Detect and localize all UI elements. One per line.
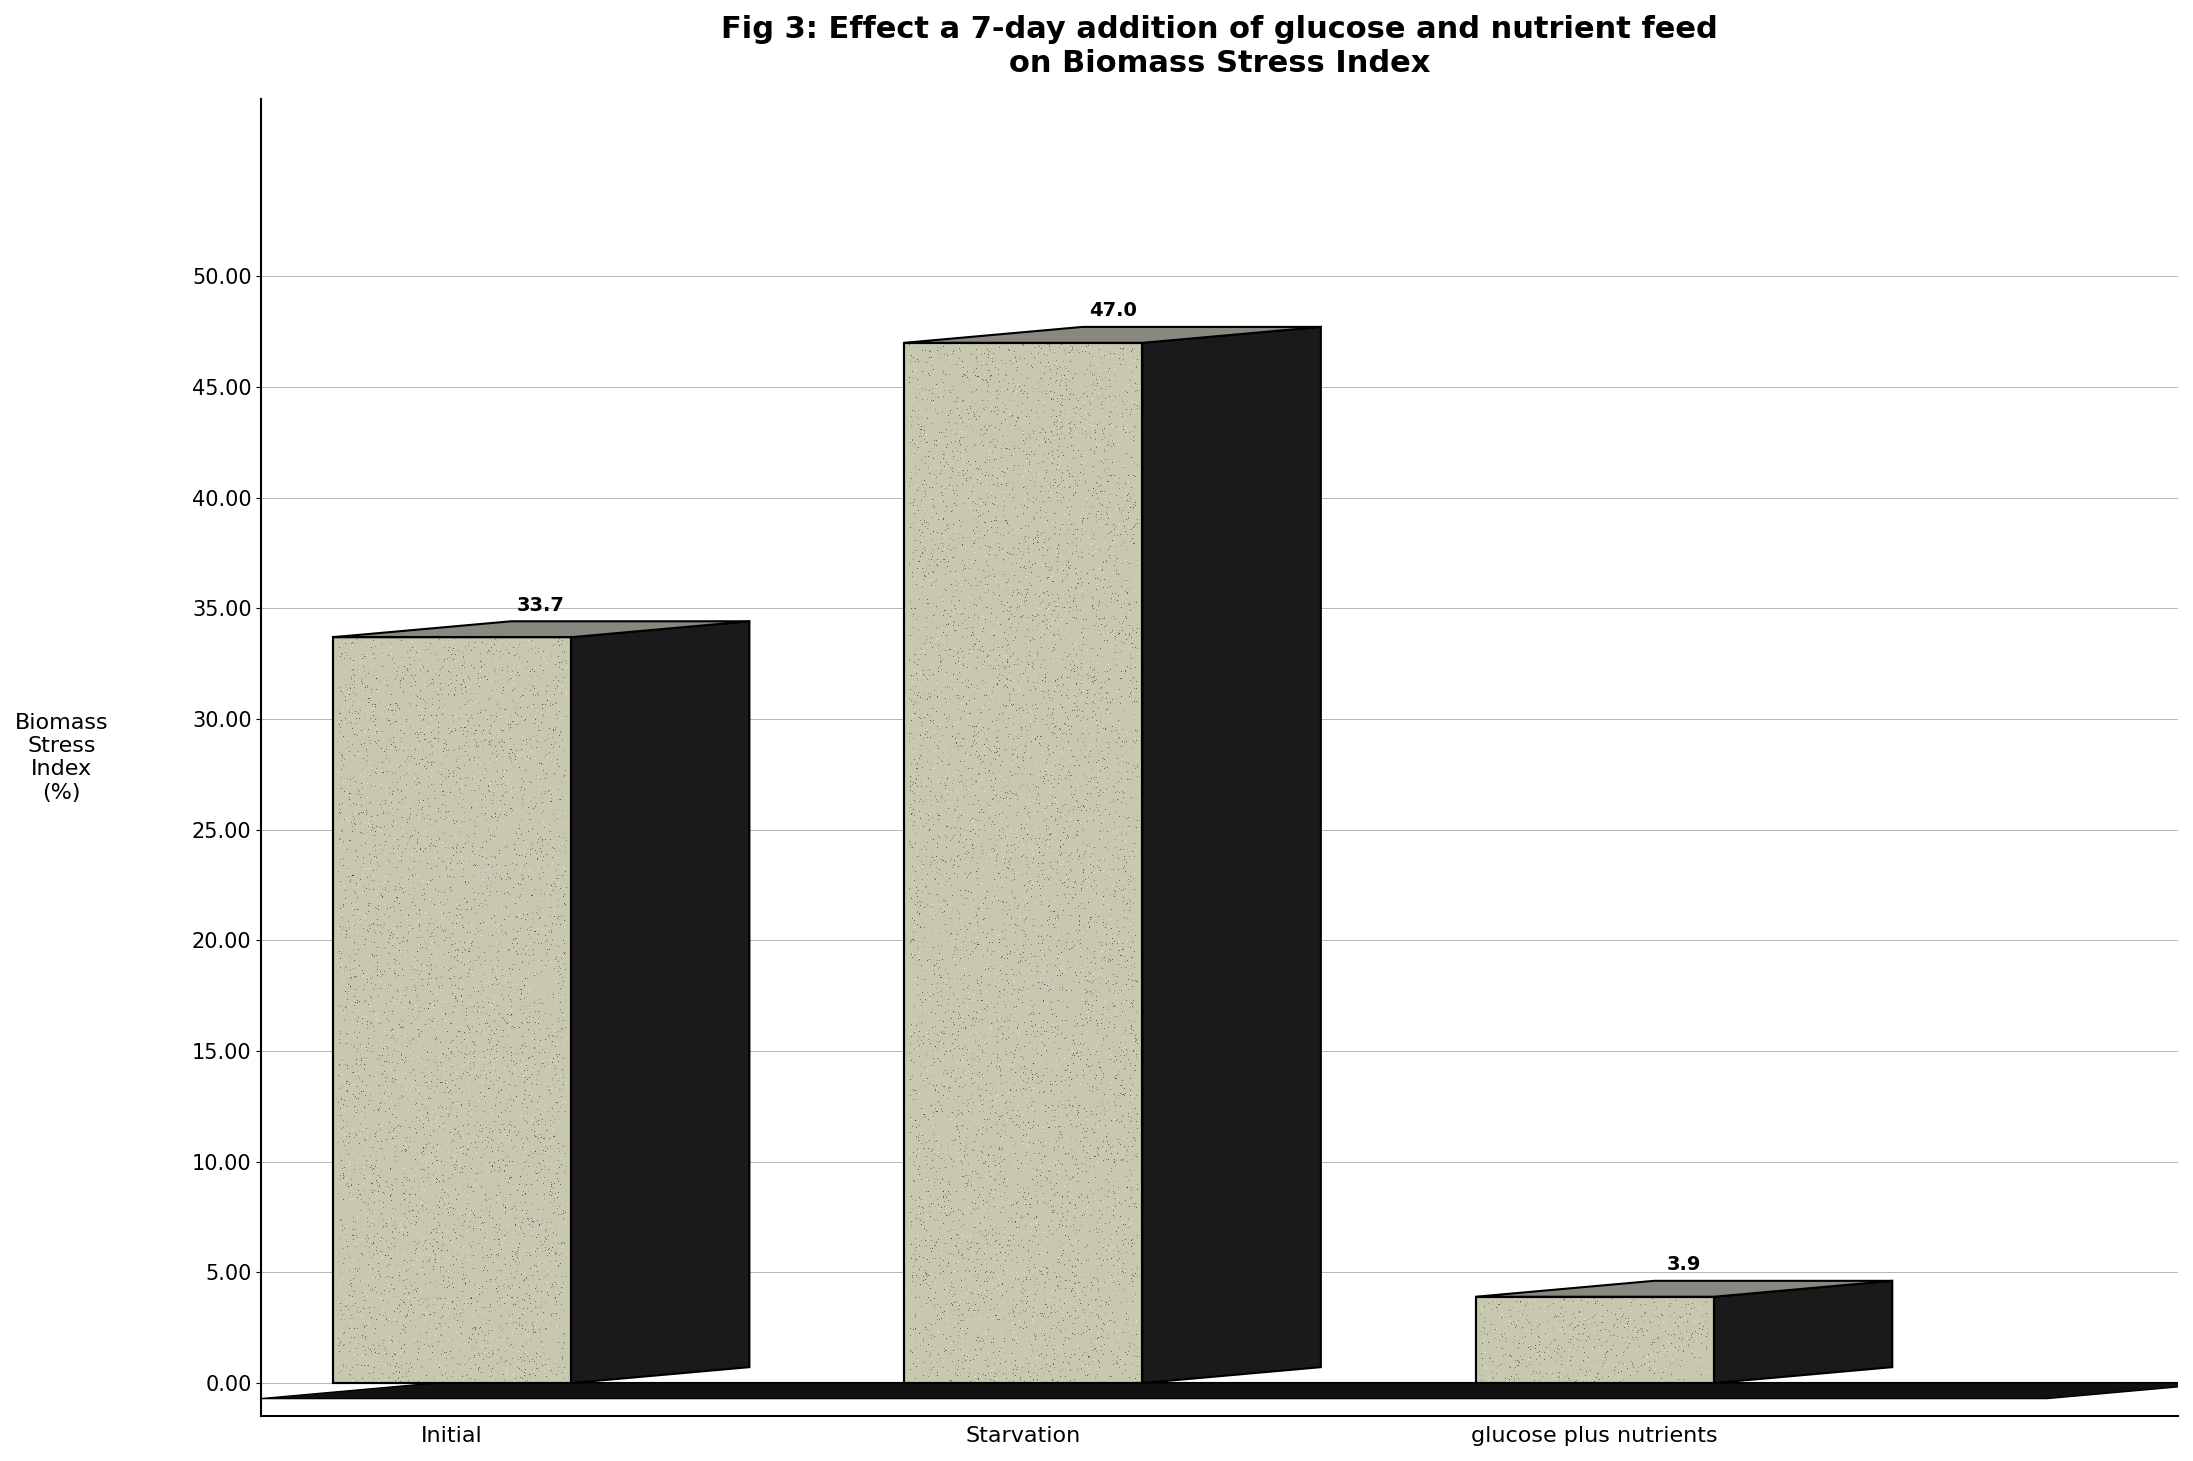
Polygon shape (570, 621, 750, 1384)
Bar (333, 637, 570, 1384)
Polygon shape (904, 327, 1320, 343)
Polygon shape (1476, 1281, 1893, 1297)
Text: 3.9: 3.9 (1667, 1255, 1702, 1274)
Title: Fig 3: Effect a 7-day addition of glucose and nutrient feed
on Biomass Stress In: Fig 3: Effect a 7-day addition of glucos… (721, 15, 1717, 77)
Bar (333, 637, 570, 1384)
Text: 33.7: 33.7 (518, 596, 566, 615)
Polygon shape (261, 1382, 2193, 1398)
Bar (1476, 1297, 1713, 1384)
Y-axis label: Biomass
Stress
Index
(%): Biomass Stress Index (%) (15, 713, 110, 802)
Bar (904, 343, 1143, 1384)
Bar (1476, 1297, 1713, 1384)
Polygon shape (333, 621, 750, 637)
Polygon shape (1143, 327, 1320, 1384)
Bar (904, 343, 1143, 1384)
Text: 47.0: 47.0 (1088, 301, 1136, 320)
Polygon shape (1713, 1281, 1893, 1384)
